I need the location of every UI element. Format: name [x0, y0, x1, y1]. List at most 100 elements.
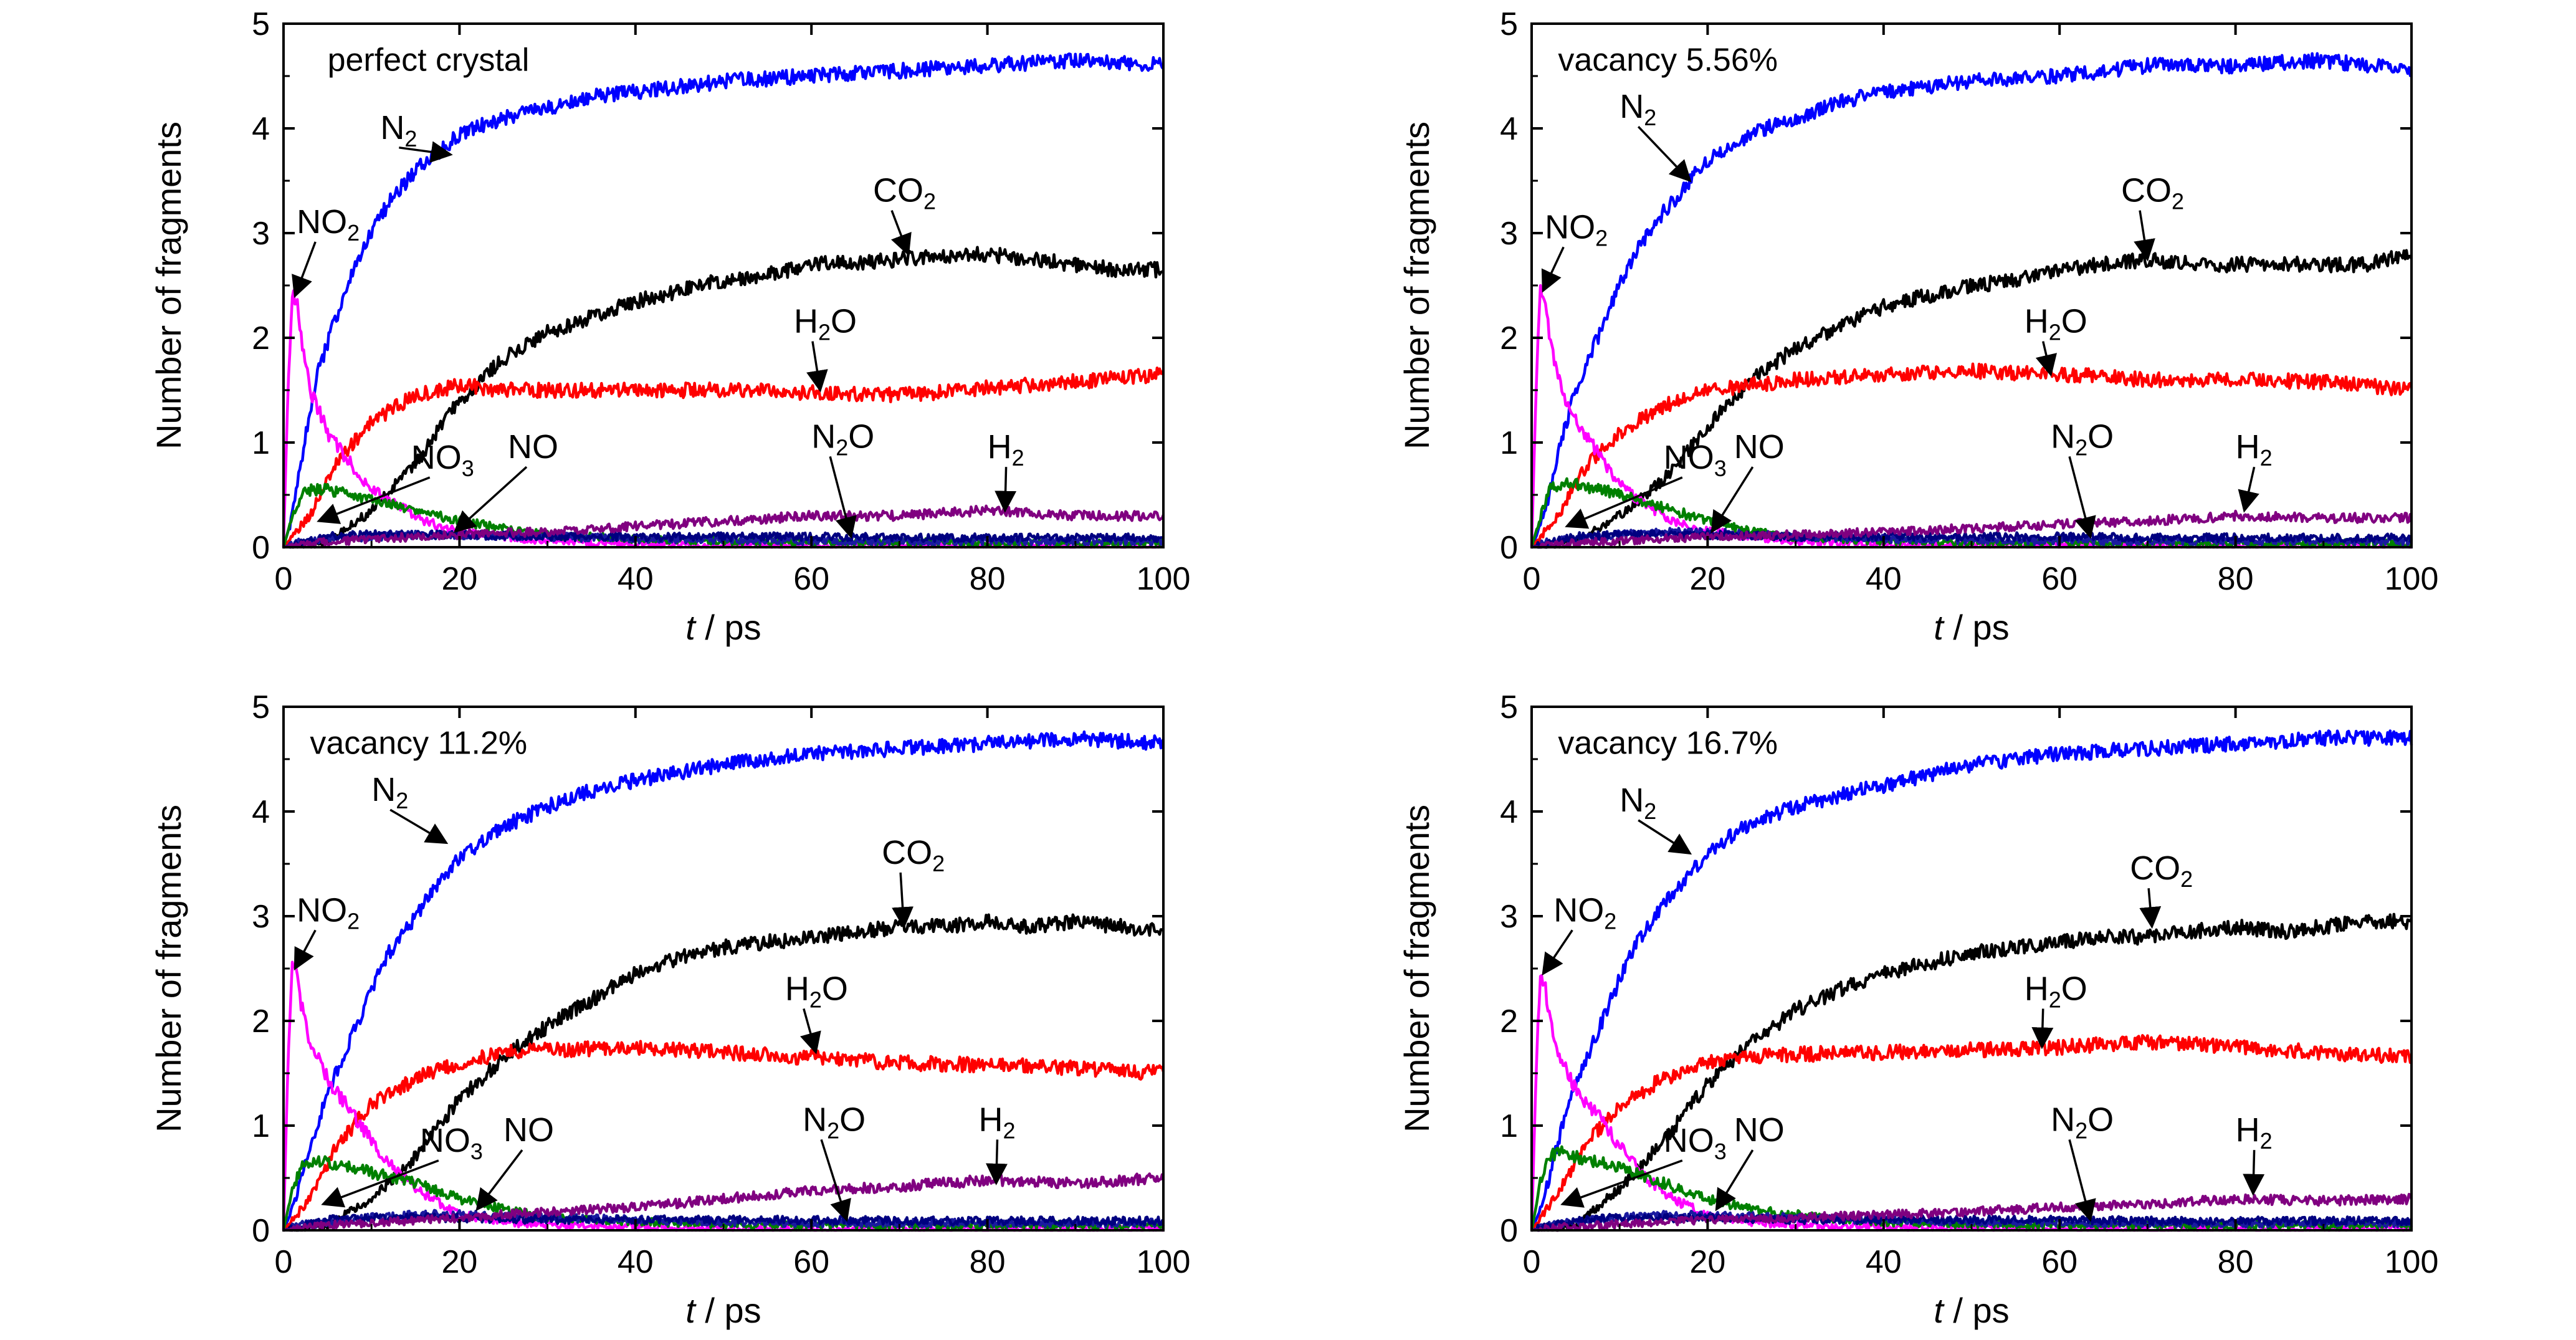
annotation-label: H2O	[794, 303, 857, 345]
annotation-label: NO3	[1664, 1122, 1727, 1164]
annotation-label: NO3	[411, 439, 474, 481]
y-tick-label: 2	[1500, 1003, 1518, 1040]
annotation-arrow	[2243, 1150, 2265, 1196]
annotation-label: NO	[503, 1111, 554, 1149]
annotation-arrow	[892, 872, 914, 929]
x-tick-label: 0	[1523, 1244, 1541, 1280]
annotation-label: H2	[978, 1101, 1015, 1143]
annotation-arrow	[820, 1139, 851, 1222]
x-tick-label: 20	[1689, 1244, 1725, 1280]
x-tick-label: 20	[441, 1244, 477, 1280]
annotation-arrow	[317, 476, 431, 524]
y-tick-label: 5	[1500, 6, 1518, 42]
annotation-label: N2O	[2051, 1101, 2114, 1143]
annotation-arrow	[399, 141, 453, 163]
annotation-arrow	[321, 1159, 439, 1208]
y-tick-label: 1	[1500, 425, 1518, 461]
x-tick-label: 20	[441, 561, 477, 597]
series-h2-line	[1531, 509, 2413, 549]
y-tick-label: 0	[1500, 530, 1518, 566]
chart-panel-1: 0 20 40 60 80 100 0 1 2 3 4 5 t / ps Number of fragme…	[149, 6, 1190, 647]
annotation-arrow	[829, 456, 857, 539]
annotation-arrow	[2035, 341, 2057, 377]
series-co2-line	[283, 246, 1165, 549]
annotation-arrow	[453, 466, 528, 534]
y-tick-label: 5	[1500, 689, 1518, 725]
series-h2o-line	[282, 1040, 1165, 1232]
annotation-arrow	[1541, 246, 1565, 293]
x-tick-label: 100	[1137, 561, 1191, 597]
panel-title: vacancy 5.56%	[1558, 42, 1778, 79]
series-co2-line	[1531, 912, 2413, 1232]
annotation-arrow	[292, 241, 317, 299]
annotation-arrow	[1715, 1149, 1754, 1212]
y-axis-label: Number of fragments	[149, 122, 188, 449]
x-tick-label: 80	[2218, 561, 2254, 597]
annotation-arrow	[293, 929, 317, 971]
annotation-arrow	[2139, 888, 2162, 929]
annotation-label: NO	[1734, 428, 1785, 466]
y-axis-label: Number of fragments	[1397, 805, 1436, 1132]
annotation-label: H2	[988, 428, 1024, 471]
x-tick-label: 80	[2218, 1244, 2254, 1280]
chart-panel-4: 0 20 40 60 80 100 0 1 2 3 4 5 t / ps Number of fragme…	[1397, 689, 2438, 1330]
annotation-label: NO3	[420, 1122, 483, 1164]
series-n2-line	[1530, 729, 2413, 1231]
annotation-label: H2O	[2025, 303, 2087, 345]
y-axis-label: Number of fragments	[1397, 122, 1436, 449]
annotation-arrow	[995, 467, 1017, 513]
y-tick-label: 3	[252, 216, 270, 252]
x-tick-label: 100	[2385, 1244, 2439, 1280]
x-tick-label: 0	[275, 561, 293, 597]
annotation-label: N2	[371, 771, 408, 813]
annotation-arrow	[799, 1008, 821, 1055]
x-tick-label: 40	[618, 561, 654, 597]
series-no2-line	[1530, 974, 2412, 1232]
x-tick-label: 0	[1523, 561, 1541, 597]
x-axis-label: t / ps	[1934, 1291, 2009, 1330]
x-tick-label: 60	[793, 561, 829, 597]
x-tick-label: 80	[970, 1244, 1006, 1280]
annotation-label: CO2	[2121, 172, 2184, 214]
series-co2-line	[1531, 249, 2413, 549]
panel-title: perfect crystal	[328, 42, 530, 79]
series-n2-line	[1530, 52, 2412, 548]
x-tick-label: 60	[793, 1244, 829, 1280]
annotation-arrow	[2238, 466, 2259, 513]
y-tick-label: 1	[252, 425, 270, 461]
series-h2o-line	[282, 366, 1165, 548]
x-tick-label: 40	[618, 1244, 654, 1280]
y-tick-label: 4	[1500, 794, 1518, 830]
annotation-label: NO2	[297, 891, 360, 934]
annotation-label: H2O	[2025, 970, 2087, 1012]
annotation-arrow	[890, 209, 912, 256]
series-no2-line	[282, 960, 1164, 1232]
annotation-arrow	[986, 1139, 1008, 1185]
series-h2-line	[1531, 1192, 2413, 1232]
annotation-label: N2	[380, 109, 417, 151]
x-tick-label: 80	[970, 561, 1006, 597]
annotation-arrow	[2134, 210, 2155, 262]
x-axis-label: t / ps	[1934, 608, 2009, 647]
panel-title: vacancy 16.7%	[1558, 725, 1778, 762]
panel-title: vacancy 11.2%	[310, 725, 527, 762]
annotation-arrow	[1565, 476, 1683, 529]
annotation-label: H2	[2236, 428, 2273, 471]
annotation-label: NO2	[1545, 208, 1608, 251]
annotation-label: NO2	[1553, 891, 1616, 934]
annotation-arrow	[2031, 1008, 2054, 1050]
y-tick-label: 5	[252, 6, 270, 42]
annotation-label: N2	[1620, 88, 1656, 130]
annotation-label: N2O	[811, 418, 874, 460]
series-n2-line	[282, 730, 1165, 1231]
y-tick-label: 4	[252, 111, 270, 147]
annotation-arrow	[1638, 819, 1692, 855]
series-no2-line	[282, 289, 1165, 549]
annotation-arrow	[1560, 1159, 1683, 1208]
annotation-label: CO2	[873, 172, 936, 214]
annotation-arrow	[1542, 929, 1573, 976]
chart-panel-2: 0 20 40 60 80 100 0 1 2 3 4 5 t / ps Number of fragme…	[1397, 6, 2438, 647]
annotation-label: H2	[2236, 1111, 2273, 1154]
y-tick-label: 1	[1500, 1108, 1518, 1144]
annotation-arrow	[475, 1149, 523, 1212]
